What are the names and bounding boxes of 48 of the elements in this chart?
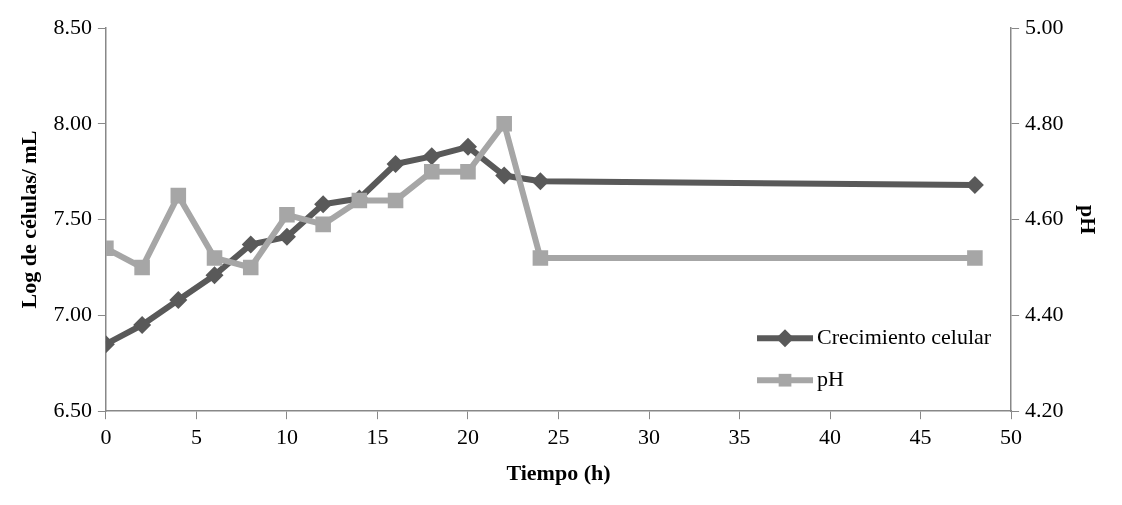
point — [134, 259, 150, 276]
x-tick-label: 30 — [638, 424, 661, 450]
point — [242, 259, 259, 276]
point — [460, 163, 476, 180]
point — [967, 250, 983, 266]
point — [496, 116, 512, 132]
y-axis-title: Log de células/ mL — [15, 130, 41, 309]
point — [170, 187, 187, 204]
point — [422, 147, 441, 166]
x-tick-label: 15 — [366, 424, 389, 450]
x-tick-label: 35 — [728, 424, 751, 450]
x-tick-label: 10 — [275, 424, 298, 450]
legend-label: pH — [817, 365, 845, 391]
y2-tick-label: 4.20 — [1025, 396, 1064, 422]
y-tick-label: 7.00 — [53, 301, 92, 327]
point — [423, 163, 440, 180]
point — [169, 291, 188, 310]
x-tick-label: 25 — [547, 424, 570, 450]
y-tick-label: 8.00 — [53, 109, 92, 135]
point — [387, 192, 404, 209]
x-axis-title: Tiempo (h) — [506, 460, 611, 486]
point — [241, 235, 260, 254]
y-tick-label: 6.50 — [53, 396, 92, 422]
point — [458, 137, 477, 156]
y2-tick-label: 4.60 — [1025, 205, 1064, 231]
point — [315, 216, 331, 233]
y2-tick-label: 4.80 — [1025, 109, 1064, 135]
point — [495, 166, 514, 185]
legend-label: Crecimiento celular — [817, 323, 992, 349]
point — [532, 250, 549, 266]
x-tick-label: 45 — [909, 424, 932, 450]
y2-tick-label: 5.00 — [1025, 13, 1064, 39]
point — [314, 195, 333, 214]
x-tick-label: 0 — [100, 424, 112, 450]
y2-axis-title: pH — [1076, 204, 1102, 235]
y2-tick-label: 4.40 — [1025, 301, 1064, 327]
x-tick-label: 50 — [1000, 424, 1023, 450]
y-tick-label: 7.50 — [53, 205, 92, 231]
point — [277, 227, 296, 246]
y-tick-label: 8.50 — [53, 13, 92, 39]
x-tick-label: 40 — [819, 424, 842, 450]
point — [279, 207, 295, 223]
x-tick-label: 5 — [190, 424, 202, 450]
x-tick-label: 20 — [456, 424, 479, 450]
point — [205, 266, 224, 285]
point — [386, 155, 405, 174]
point — [133, 315, 152, 334]
point — [206, 250, 223, 266]
